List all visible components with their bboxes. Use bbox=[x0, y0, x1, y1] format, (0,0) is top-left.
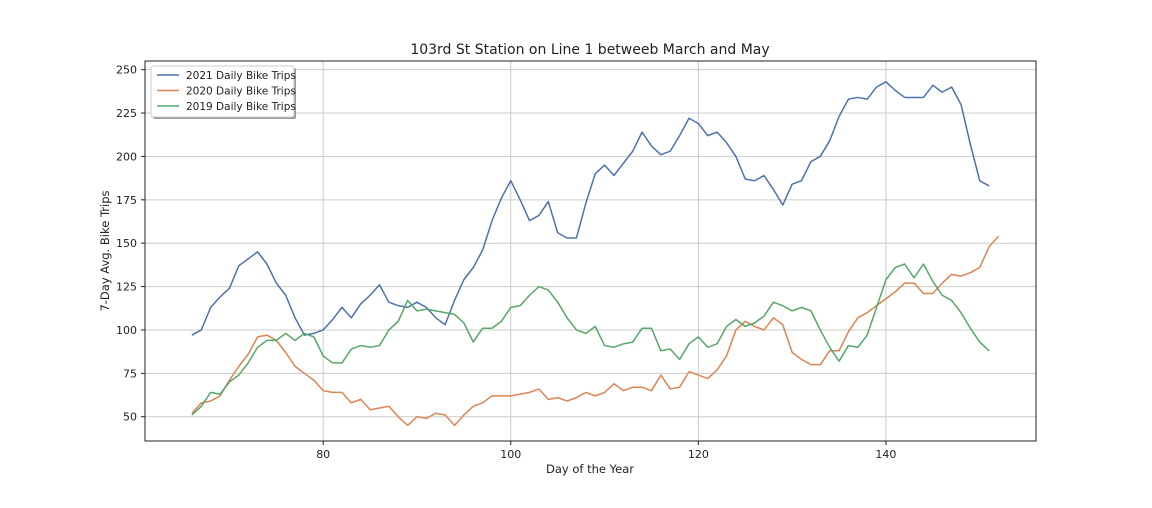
y-axis-label: 7-Day Avg. Bike Trips bbox=[98, 190, 112, 311]
y-tick-label: 100 bbox=[116, 324, 137, 337]
series-line-1 bbox=[191, 81, 990, 336]
y-tick-label: 125 bbox=[116, 281, 137, 294]
series-line-3 bbox=[191, 263, 990, 416]
axis-ticks: 80 100 120 140 50 75 100 125 150 175 200 225 250 bbox=[116, 64, 896, 461]
y-tick-label: 225 bbox=[116, 107, 137, 120]
x-axis-label: Day of the Year bbox=[546, 462, 634, 476]
series-lines bbox=[191, 81, 1000, 427]
y-tick-label: 75 bbox=[123, 367, 137, 380]
legend-label: 2021 Daily Bike Trips bbox=[186, 70, 296, 82]
y-tick-label: 50 bbox=[123, 411, 137, 424]
y-tick-label: 150 bbox=[116, 237, 137, 250]
legend-label: 2019 Daily Bike Trips bbox=[186, 101, 296, 113]
legend-label: 2020 Daily Bike Trips bbox=[186, 86, 296, 98]
y-tick-label: 175 bbox=[116, 194, 137, 207]
x-tick-label: 120 bbox=[688, 448, 709, 461]
x-tick-label: 80 bbox=[316, 448, 330, 461]
legend-box bbox=[150, 65, 295, 118]
y-tick-label: 250 bbox=[116, 64, 137, 77]
legend: 2021 Daily Bike Trips 2020 Daily Bike Tri… bbox=[150, 65, 296, 119]
x-tick-label: 140 bbox=[875, 448, 896, 461]
chart-title: 103rd St Station on Line 1 betweeb March… bbox=[410, 42, 769, 58]
plot-frame bbox=[144, 60, 1037, 442]
x-tick-label: 100 bbox=[500, 448, 521, 461]
series-line-2 bbox=[191, 235, 1000, 427]
y-tick-label: 200 bbox=[116, 150, 137, 163]
